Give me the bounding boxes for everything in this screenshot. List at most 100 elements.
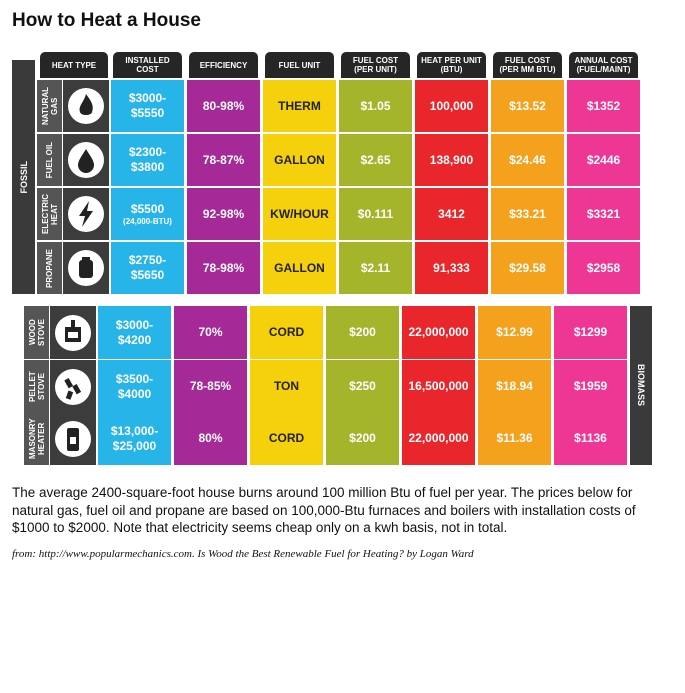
text: $2750- [128, 253, 167, 267]
table-cell: TON [250, 360, 323, 413]
text: NATURAL GAS [40, 86, 59, 126]
icon-graphic [68, 196, 104, 232]
group-label: BIOMASS [630, 306, 652, 465]
table-cell: $1959 [554, 360, 627, 413]
heat-type: ELECTRIC HEAT [37, 188, 62, 240]
table-cell: 78-85% [174, 360, 247, 413]
table-cell: 78-87% [187, 134, 260, 186]
table-cell: $3500- $4000 [98, 360, 171, 413]
text: $4000 [117, 386, 152, 401]
text: PROPANE [45, 248, 54, 288]
icon-graphic [55, 314, 91, 351]
table-cell: $3000- $5550 [111, 80, 184, 132]
heat-type: WOOD STOVE [24, 306, 49, 359]
source: from: http://www.popularmechanics.com. I… [12, 548, 474, 560]
table-cell: $13.52 [491, 80, 564, 132]
icon [50, 412, 96, 465]
table-cell: $3000- $4200 [98, 306, 171, 359]
text: WOOD STOVE [27, 319, 46, 346]
table-cell: $2958 [567, 242, 640, 294]
title: How to Heat a House [12, 10, 201, 31]
text: $3000- [128, 91, 167, 105]
table-cell: $1299 [554, 306, 627, 359]
table-cell: $2750- $5650 [111, 242, 184, 294]
group-label: FOSSIL [12, 60, 35, 294]
column-header: FUEL UNIT [265, 52, 334, 78]
heat-type: NATURAL GAS [37, 80, 62, 132]
table-cell: 100,000 [415, 80, 488, 132]
text: FOSSIL [18, 160, 29, 194]
table-cell: GALLON [263, 242, 336, 294]
table-cell: $1.05 [339, 80, 412, 132]
text: $5500 [130, 201, 165, 216]
table-cell: $2300- $3800 [111, 134, 184, 186]
column-header: FUEL COST (PER UNIT) [341, 52, 410, 78]
icon-graphic [68, 250, 104, 286]
table-cell: $33.21 [491, 188, 564, 240]
icon-graphic [55, 420, 91, 457]
table-cell: 22,000,000 [402, 306, 475, 359]
table-cell: GALLON [263, 134, 336, 186]
table-cell: $29.58 [491, 242, 564, 294]
table-cell: $2446 [567, 134, 640, 186]
table-cell: 70% [174, 306, 247, 359]
icon [63, 134, 109, 186]
icon [63, 188, 109, 240]
text: $5650 [130, 268, 165, 282]
table-cell: $200 [326, 306, 399, 359]
table-cell: $18.94 [478, 360, 551, 413]
table-cell: KW/HOUR [263, 188, 336, 240]
icon [63, 80, 109, 132]
text: FUEL OIL [45, 141, 54, 179]
table-cell: 80-98% [187, 80, 260, 132]
column-header: HEAT TYPE [40, 52, 108, 78]
table-cell: 80% [174, 412, 247, 465]
text: $3800 [130, 160, 165, 174]
table-cell: $1352 [567, 80, 640, 132]
column-header: HEAT PER UNIT (BTU) [417, 52, 486, 78]
text: $25,000 [112, 438, 157, 453]
table-cell: $1136 [554, 412, 627, 465]
table-cell: 91,333 [415, 242, 488, 294]
heat-type: PELLET STOVE [24, 360, 49, 413]
table-cell: $12.99 [478, 306, 551, 359]
table-cell: $11.36 [478, 412, 551, 465]
table-cell: $13,000- $25,000 [98, 412, 171, 465]
icon [50, 360, 96, 413]
text: MASONRY HEATER [27, 418, 46, 459]
text: $4200 [117, 332, 152, 347]
table-cell: CORD [250, 306, 323, 359]
table-cell: $0.111 [339, 188, 412, 240]
heat-type: FUEL OIL [37, 134, 62, 186]
table-cell: $2.11 [339, 242, 412, 294]
table-cell: THERM [263, 80, 336, 132]
text: (24,000-BTU) [123, 216, 172, 226]
text: $2300- [128, 145, 167, 159]
table-cell: $200 [326, 412, 399, 465]
table-cell: 16,500,000 [402, 360, 475, 413]
icon-graphic [68, 88, 104, 124]
table-cell: 3412 [415, 188, 488, 240]
text: ELECTRIC HEAT [40, 194, 59, 234]
heat-type: MASONRY HEATER [24, 412, 49, 465]
table-cell: $250 [326, 360, 399, 413]
table-cell: $2.65 [339, 134, 412, 186]
heat-type: PROPANE [37, 242, 62, 294]
table-cell: $24.46 [491, 134, 564, 186]
text: PELLET STOVE [27, 371, 46, 402]
column-header: EFFICIENCY [189, 52, 258, 78]
text: $3500- [115, 371, 154, 386]
icon-graphic [68, 142, 104, 178]
icon [63, 242, 109, 294]
description: The average 2400-square-foot house burns… [12, 485, 636, 535]
text: $3000- [115, 317, 154, 332]
text: $5550 [130, 106, 165, 120]
icon [50, 306, 96, 359]
text: $13,000- [110, 423, 159, 438]
column-header: ANNUAL COST (FUEL/MAINT) [569, 52, 638, 78]
column-header: FUEL COST (PER MM BTU) [493, 52, 562, 78]
table-cell: 22,000,000 [402, 412, 475, 465]
column-header: INSTALLED COST [113, 52, 182, 78]
table-cell: $5500 (24,000-BTU) [111, 188, 184, 240]
